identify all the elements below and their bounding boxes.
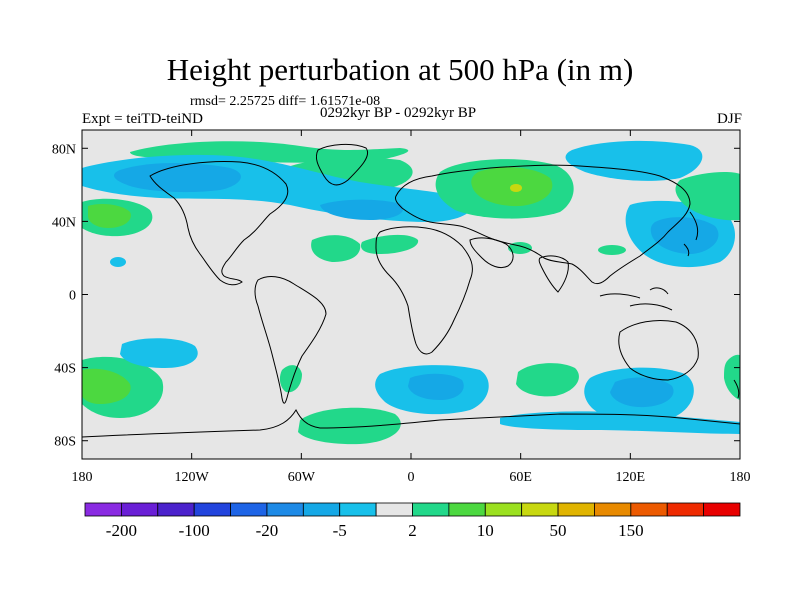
colorbar-swatch xyxy=(703,502,741,517)
anomaly-africa-tropical xyxy=(360,234,419,254)
coast-south-america xyxy=(254,276,327,404)
coast-new-zealand xyxy=(733,379,740,399)
colorbar-swatch xyxy=(302,502,341,517)
anomaly-sio-positive xyxy=(516,363,579,397)
colorbar-swatch xyxy=(557,502,595,517)
lon-tick-label: 60E xyxy=(509,470,532,485)
coast-eurasia xyxy=(395,164,691,285)
lat-tick-label: 80N xyxy=(52,142,76,157)
lat-tick-label: 80S xyxy=(54,435,76,450)
coast-india xyxy=(538,255,569,293)
anomaly-atlantic-tropical xyxy=(311,235,361,262)
anomaly-india-small xyxy=(598,245,626,255)
anomaly-npacific-core xyxy=(114,163,241,193)
colorbar-swatch xyxy=(193,502,231,517)
experiment-label: Expt = teiTD-teiND xyxy=(82,111,203,127)
colorbar-swatch xyxy=(375,502,413,517)
longitude-axis: 180 120W 60W 0 60E 120E 180 xyxy=(72,130,751,485)
figure-title: Height perturbation at 500 hPa (in m) xyxy=(166,52,634,87)
colorbar-swatch xyxy=(521,502,559,517)
colorbar-swatch xyxy=(266,502,304,517)
latitude-axis: 80N 40N 0 40S 80S xyxy=(52,142,740,450)
anomaly-nepacific-positive xyxy=(675,172,740,221)
anomaly-sindian-core xyxy=(408,373,464,400)
colorbar-swatch xyxy=(412,502,450,517)
anomaly-nwpacific-core xyxy=(650,217,719,254)
lon-tick-label: 180 xyxy=(72,470,93,485)
colorbar-swatch xyxy=(448,502,486,517)
anomaly-wpacific-core xyxy=(88,204,131,228)
anomaly-sepacific-core xyxy=(82,368,131,404)
coast-antarctica xyxy=(82,408,740,438)
anomaly-antarctic-negative xyxy=(500,411,740,434)
anomaly-pacific-small xyxy=(110,257,126,267)
coast-australia xyxy=(618,319,699,381)
coast-africa xyxy=(375,226,473,355)
colorbar-label: 150 xyxy=(618,521,644,540)
colorbar-label: -100 xyxy=(179,521,210,540)
colorbar-label: 10 xyxy=(477,521,494,540)
continent-outlines xyxy=(82,143,740,438)
colorbar-swatch xyxy=(339,502,377,517)
anomaly-weddell-positive xyxy=(298,407,401,445)
colorbar-label: -5 xyxy=(333,521,347,540)
coast-indonesia xyxy=(599,287,673,311)
lon-tick-label: 0 xyxy=(408,470,415,485)
period-label: 0292kyr BP - 0292kyr BP xyxy=(320,105,477,121)
colorbar-swatch xyxy=(666,502,705,517)
anomaly-nsiberia-negative xyxy=(565,140,703,181)
anomaly-siberia-peak xyxy=(510,184,522,192)
colorbar-label: -20 xyxy=(256,521,279,540)
colorbar-label: 2 xyxy=(408,521,417,540)
anomaly-swpacific-positive xyxy=(724,354,740,400)
anomaly-spacific-negative xyxy=(120,338,198,368)
colorbar-label: -200 xyxy=(106,521,137,540)
anomaly-fields xyxy=(82,140,740,445)
coast-arabia xyxy=(469,237,514,269)
anomaly-saustralia-core xyxy=(610,377,674,408)
coast-greenland xyxy=(315,143,368,186)
season-label: DJF xyxy=(716,111,742,127)
lat-tick-label: 40S xyxy=(54,362,76,377)
colorbar-swatch xyxy=(630,502,668,517)
lon-tick-label: 180 xyxy=(730,470,751,485)
lat-tick-label: 40N xyxy=(52,215,76,230)
colorbar-swatch xyxy=(594,502,632,517)
lat-tick-label: 0 xyxy=(69,289,76,304)
lon-tick-label: 60W xyxy=(288,470,316,485)
stats-text: rmsd= 2.25725 diff= 1.61571e-08 xyxy=(190,94,381,109)
colorbar: -200 -100 -20 -5 2 10 50 150 xyxy=(84,502,741,540)
colorbar-swatch xyxy=(230,502,268,517)
colorbar-label: 50 xyxy=(550,521,567,540)
colorbar-swatch xyxy=(120,502,159,517)
lon-tick-label: 120E xyxy=(616,470,646,485)
lon-tick-label: 120W xyxy=(175,470,210,485)
colorbar-swatch xyxy=(157,502,195,517)
colorbar-swatch xyxy=(84,502,122,517)
anomaly-satlantic-positive xyxy=(279,365,302,393)
coast-japan xyxy=(683,211,699,257)
colorbar-swatch xyxy=(484,502,523,517)
coast-north-america xyxy=(149,161,289,286)
anomaly-natlantic-core xyxy=(320,199,404,220)
